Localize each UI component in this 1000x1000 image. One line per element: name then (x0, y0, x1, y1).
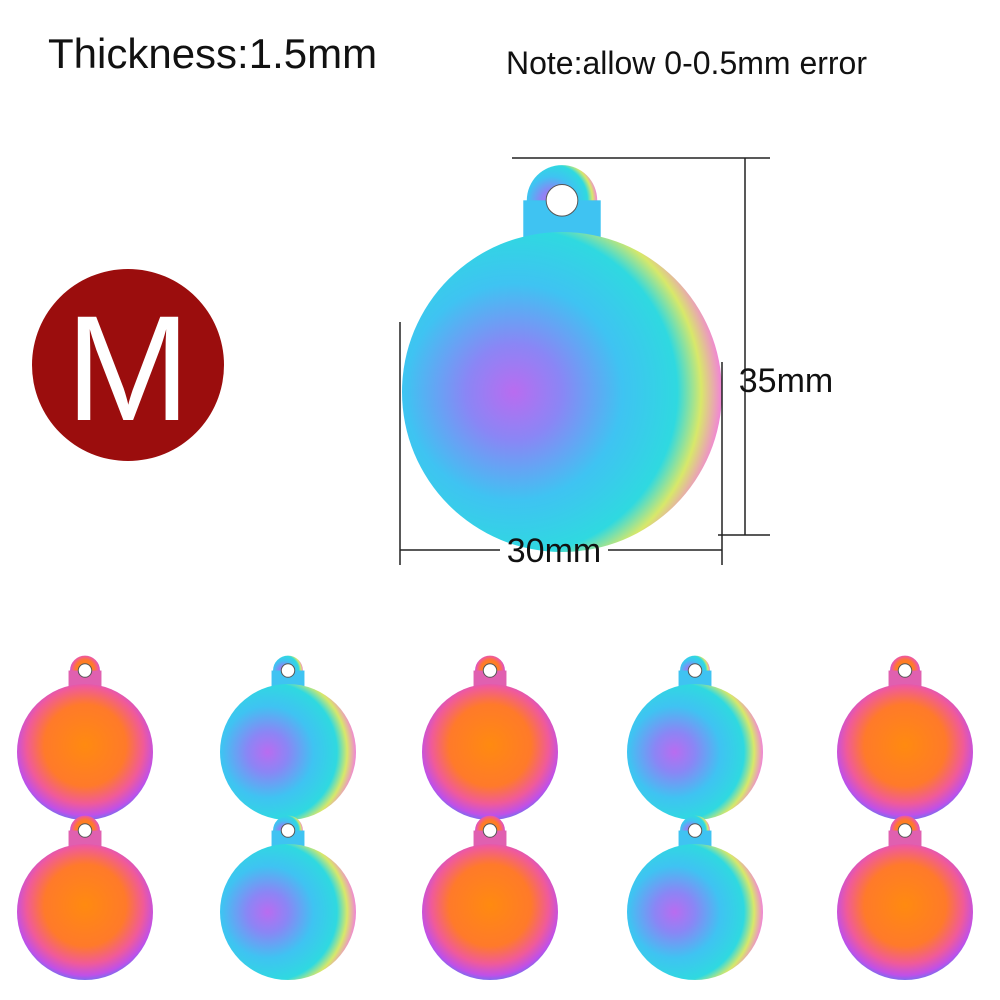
pendant-body (17, 844, 153, 980)
main-pendant (402, 165, 722, 552)
pendant-body (17, 684, 153, 820)
pendant (837, 815, 973, 980)
pendant-hole (897, 663, 913, 678)
pendant (17, 655, 153, 820)
pendant (220, 655, 356, 820)
pendant-hole (545, 183, 579, 217)
pendant-body (422, 844, 558, 980)
pendant-body (220, 844, 356, 980)
pendant (17, 815, 153, 980)
pendant-body (627, 684, 763, 820)
pendant-hole (687, 663, 703, 678)
dimension-lines (399, 157, 770, 565)
pendant-body (837, 684, 973, 820)
pendant-hole (280, 823, 296, 838)
pendant (837, 655, 973, 820)
pendant-hole (77, 663, 93, 678)
height-label: 35mm (739, 362, 833, 400)
pendant (627, 815, 763, 980)
pendant (627, 655, 763, 820)
width-label: 30mm (507, 532, 601, 570)
pendant (402, 165, 722, 552)
pendant-body (627, 844, 763, 980)
pendant-hole (897, 823, 913, 838)
pendant-body (422, 684, 558, 820)
pendant (220, 815, 356, 980)
pendant-body (402, 232, 722, 552)
size-badge (32, 269, 224, 461)
pendant-hole (280, 663, 296, 678)
pendant-hole (77, 823, 93, 838)
pendant-hole (482, 663, 498, 678)
pendant-grid (17, 655, 973, 980)
pendant-hole (482, 823, 498, 838)
size-badge-letter: M (66, 284, 191, 452)
pendant-body (837, 844, 973, 980)
pendant-body (220, 684, 356, 820)
thickness-label: Thickness:1.5mm (48, 30, 377, 77)
pendant-hole (687, 823, 703, 838)
pendant (422, 815, 558, 980)
note-label: Note:allow 0-0.5mm error (506, 45, 867, 81)
pendant (422, 655, 558, 820)
